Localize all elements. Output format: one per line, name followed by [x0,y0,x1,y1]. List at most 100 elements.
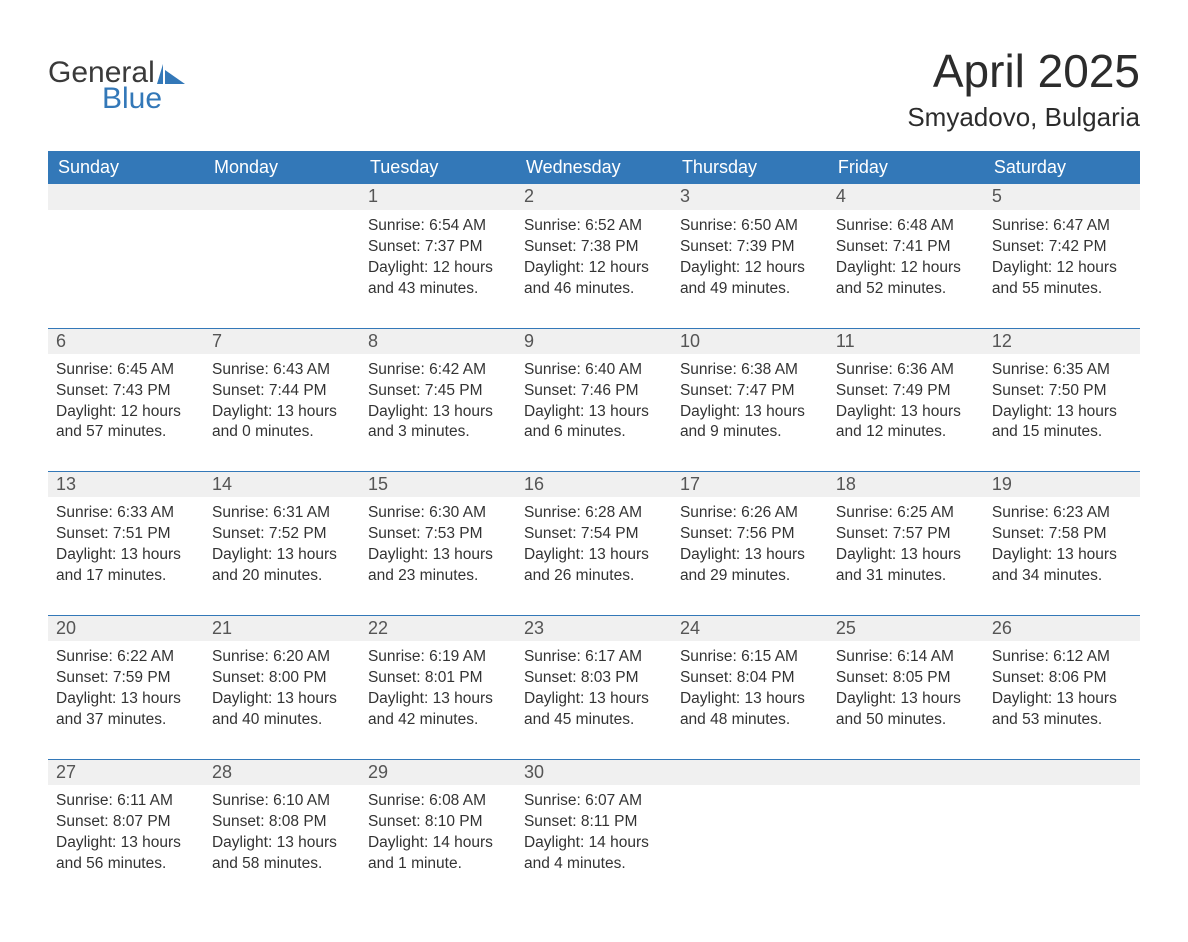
day-cell: 10Sunrise: 6:38 AMSunset: 7:47 PMDayligh… [672,328,828,472]
day-content: Sunrise: 6:54 AMSunset: 7:37 PMDaylight:… [360,210,516,328]
day-cell: 15Sunrise: 6:30 AMSunset: 7:53 PMDayligh… [360,471,516,615]
daylight-line: and 12 minutes. [836,422,976,443]
day-number: 21 [204,616,360,641]
sunset-line: Sunset: 7:57 PM [836,524,976,545]
day-cell: 4Sunrise: 6:48 AMSunset: 7:41 PMDaylight… [828,184,984,328]
sunrise-line: Sunrise: 6:35 AM [992,360,1132,381]
sunrise-line: Sunrise: 6:23 AM [992,503,1132,524]
day-number-strip: 30 [516,759,672,785]
day-number: 11 [828,329,984,354]
day-number-strip: 15 [360,471,516,497]
sunrise-line: Sunrise: 6:48 AM [836,216,976,237]
day-number-strip: 1 [360,184,516,210]
day-number: 8 [360,329,516,354]
day-number-strip [984,759,1140,785]
sunrise-line: Sunrise: 6:47 AM [992,216,1132,237]
daylight-line: Daylight: 13 hours [56,833,196,854]
day-content: Sunrise: 6:12 AMSunset: 8:06 PMDaylight:… [984,641,1140,759]
day-header: Friday [828,151,984,184]
month-title: April 2025 [907,48,1140,94]
daylight-line: Daylight: 13 hours [368,545,508,566]
week-row: 1Sunrise: 6:54 AMSunset: 7:37 PMDaylight… [48,184,1140,328]
empty-cell [48,184,204,328]
sunset-line: Sunset: 7:45 PM [368,381,508,402]
day-cell: 18Sunrise: 6:25 AMSunset: 7:57 PMDayligh… [828,471,984,615]
day-number: 10 [672,329,828,354]
logo: General Blue [48,58,187,114]
sunset-line: Sunset: 7:37 PM [368,237,508,258]
daylight-line: Daylight: 13 hours [836,402,976,423]
sunset-line: Sunset: 7:38 PM [524,237,664,258]
day-number-strip: 24 [672,615,828,641]
day-number: 17 [672,472,828,497]
sunrise-line: Sunrise: 6:12 AM [992,647,1132,668]
daylight-line: and 4 minutes. [524,854,664,875]
daylight-line: and 17 minutes. [56,566,196,587]
week-row: 6Sunrise: 6:45 AMSunset: 7:43 PMDaylight… [48,328,1140,472]
day-number-strip [204,184,360,210]
day-content: Sunrise: 6:43 AMSunset: 7:44 PMDaylight:… [204,354,360,472]
daylight-line: Daylight: 13 hours [992,689,1132,710]
day-content: Sunrise: 6:10 AMSunset: 8:08 PMDaylight:… [204,785,360,903]
day-number: 28 [204,760,360,785]
sunset-line: Sunset: 7:49 PM [836,381,976,402]
day-number-strip [672,759,828,785]
day-number-strip: 29 [360,759,516,785]
daylight-line: and 57 minutes. [56,422,196,443]
day-cell: 13Sunrise: 6:33 AMSunset: 7:51 PMDayligh… [48,471,204,615]
day-number: 6 [48,329,204,354]
day-number: 22 [360,616,516,641]
day-number: 4 [828,184,984,209]
daylight-line: Daylight: 13 hours [836,689,976,710]
daylight-line: and 0 minutes. [212,422,352,443]
day-content: Sunrise: 6:15 AMSunset: 8:04 PMDaylight:… [672,641,828,759]
daylight-line: and 53 minutes. [992,710,1132,731]
day-number: 15 [360,472,516,497]
day-number: 3 [672,184,828,209]
sunset-line: Sunset: 8:11 PM [524,812,664,833]
sunset-line: Sunset: 8:03 PM [524,668,664,689]
day-cell: 14Sunrise: 6:31 AMSunset: 7:52 PMDayligh… [204,471,360,615]
day-header-row: Sunday Monday Tuesday Wednesday Thursday… [48,151,1140,184]
daylight-line: and 50 minutes. [836,710,976,731]
day-number: 1 [360,184,516,209]
day-content: Sunrise: 6:11 AMSunset: 8:07 PMDaylight:… [48,785,204,903]
daylight-line: Daylight: 12 hours [524,258,664,279]
day-number-strip: 4 [828,184,984,210]
day-number-strip: 10 [672,328,828,354]
daylight-line: Daylight: 12 hours [56,402,196,423]
daylight-line: Daylight: 12 hours [836,258,976,279]
sunrise-line: Sunrise: 6:42 AM [368,360,508,381]
sunrise-line: Sunrise: 6:22 AM [56,647,196,668]
daylight-line: Daylight: 13 hours [212,545,352,566]
calendar-page: General Blue April 2025 Smyadovo, Bulgar… [0,0,1188,942]
daylight-line: and 46 minutes. [524,279,664,300]
empty-cell [984,759,1140,903]
sunset-line: Sunset: 7:42 PM [992,237,1132,258]
sunrise-line: Sunrise: 6:19 AM [368,647,508,668]
day-number: 19 [984,472,1140,497]
day-content: Sunrise: 6:08 AMSunset: 8:10 PMDaylight:… [360,785,516,903]
day-number-strip: 18 [828,471,984,497]
daylight-line: Daylight: 13 hours [524,689,664,710]
day-content [48,210,204,318]
sunrise-line: Sunrise: 6:28 AM [524,503,664,524]
daylight-line: and 45 minutes. [524,710,664,731]
day-content: Sunrise: 6:38 AMSunset: 7:47 PMDaylight:… [672,354,828,472]
daylight-line: Daylight: 13 hours [680,545,820,566]
logo-word2: Blue [102,84,187,114]
day-content: Sunrise: 6:45 AMSunset: 7:43 PMDaylight:… [48,354,204,472]
daylight-line: Daylight: 13 hours [368,402,508,423]
week-row: 20Sunrise: 6:22 AMSunset: 7:59 PMDayligh… [48,615,1140,759]
day-content: Sunrise: 6:14 AMSunset: 8:05 PMDaylight:… [828,641,984,759]
sunset-line: Sunset: 7:44 PM [212,381,352,402]
header: General Blue April 2025 Smyadovo, Bulgar… [48,40,1140,133]
day-number-strip: 14 [204,471,360,497]
sunset-line: Sunset: 7:50 PM [992,381,1132,402]
sunset-line: Sunset: 8:10 PM [368,812,508,833]
day-cell: 20Sunrise: 6:22 AMSunset: 7:59 PMDayligh… [48,615,204,759]
day-cell: 19Sunrise: 6:23 AMSunset: 7:58 PMDayligh… [984,471,1140,615]
day-number-strip: 6 [48,328,204,354]
daylight-line: Daylight: 12 hours [680,258,820,279]
day-header: Tuesday [360,151,516,184]
